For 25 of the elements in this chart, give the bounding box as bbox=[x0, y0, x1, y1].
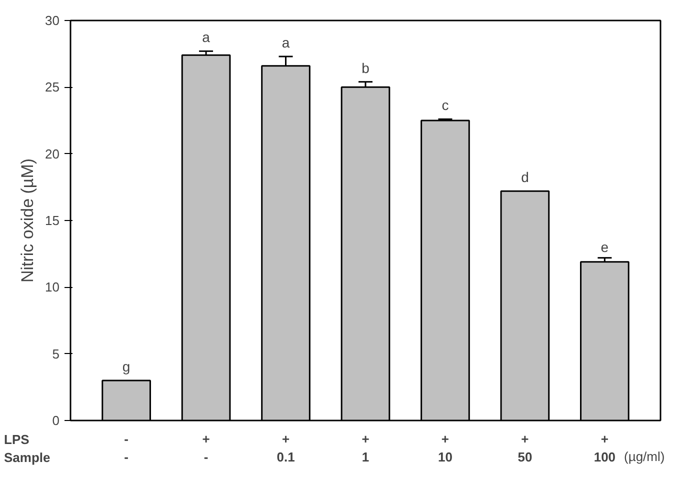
y-tick-label: 30 bbox=[45, 13, 60, 28]
y-tick-label: 20 bbox=[45, 146, 60, 162]
data-label: g bbox=[122, 358, 130, 374]
y-tick-label: 15 bbox=[45, 213, 60, 228]
x-tick-label: + 0.1 bbox=[276, 432, 295, 464]
annotation: (µg/ml) bbox=[624, 449, 665, 464]
y-tick-label: 10 bbox=[45, 280, 60, 295]
x-tick-label: + 10 bbox=[438, 432, 452, 464]
x-tick-label: - - bbox=[124, 432, 128, 464]
data-label: e bbox=[600, 238, 609, 255]
x-tick-label: + 100 bbox=[594, 432, 616, 464]
annotation: LPS bbox=[4, 432, 30, 447]
y-tick-label: 5 bbox=[52, 346, 60, 362]
y-tick-label: 25 bbox=[45, 80, 60, 95]
x-tick-label: + 50 bbox=[518, 432, 532, 464]
data-label: b bbox=[362, 60, 370, 76]
x-tick-label: + 1 bbox=[362, 432, 370, 464]
x-tick-label: + - bbox=[202, 432, 210, 464]
y-axis-title: Nitric oxide (µM) bbox=[18, 158, 38, 283]
annotation: Sample bbox=[4, 450, 50, 465]
data-label: a bbox=[202, 29, 210, 46]
data-label: c bbox=[442, 97, 449, 114]
data-label: a bbox=[282, 34, 290, 50]
y-tick-label: 0 bbox=[52, 413, 60, 428]
data-label: d bbox=[521, 169, 529, 186]
